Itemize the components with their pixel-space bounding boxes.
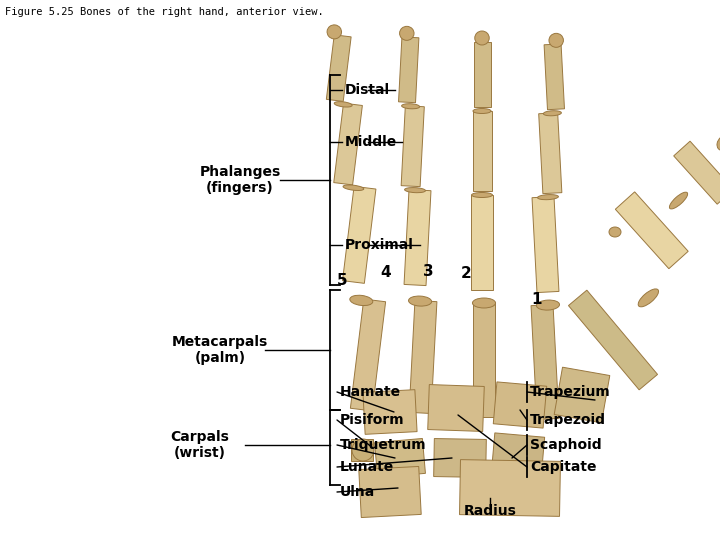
- Ellipse shape: [405, 187, 426, 193]
- Polygon shape: [544, 44, 564, 110]
- Text: Ulna: Ulna: [340, 485, 375, 499]
- Polygon shape: [359, 467, 421, 517]
- Text: Capitate: Capitate: [530, 460, 596, 474]
- Ellipse shape: [538, 194, 559, 200]
- Polygon shape: [459, 460, 560, 516]
- Ellipse shape: [536, 300, 559, 310]
- Polygon shape: [474, 42, 490, 107]
- Polygon shape: [531, 305, 559, 420]
- Text: Radius: Radius: [464, 504, 516, 518]
- Ellipse shape: [352, 439, 374, 461]
- Polygon shape: [351, 439, 373, 461]
- Text: Lunate: Lunate: [340, 460, 395, 474]
- Text: Distal: Distal: [345, 83, 390, 97]
- Polygon shape: [539, 113, 562, 194]
- Polygon shape: [363, 390, 417, 434]
- Polygon shape: [616, 192, 688, 269]
- Text: Figure 5.25 Bones of the right hand, anterior view.: Figure 5.25 Bones of the right hand, ant…: [5, 7, 324, 17]
- Polygon shape: [374, 438, 426, 477]
- Text: Scaphoid: Scaphoid: [530, 438, 602, 452]
- Ellipse shape: [549, 33, 564, 48]
- Ellipse shape: [400, 26, 414, 40]
- Ellipse shape: [717, 134, 720, 151]
- Ellipse shape: [334, 102, 352, 107]
- Text: Metacarpals
(palm): Metacarpals (palm): [172, 335, 268, 365]
- Polygon shape: [428, 384, 485, 431]
- Polygon shape: [532, 197, 559, 293]
- Polygon shape: [473, 303, 495, 417]
- Polygon shape: [472, 111, 492, 191]
- Text: Pisiform: Pisiform: [340, 413, 405, 427]
- Ellipse shape: [473, 109, 491, 113]
- Text: Triquetrum: Triquetrum: [340, 438, 427, 452]
- Polygon shape: [554, 367, 610, 423]
- Polygon shape: [491, 433, 544, 477]
- Text: 5: 5: [337, 273, 347, 288]
- Polygon shape: [493, 382, 546, 428]
- Ellipse shape: [638, 289, 659, 307]
- Text: Proximal: Proximal: [345, 238, 414, 252]
- Text: Carpals
(wrist): Carpals (wrist): [171, 430, 230, 460]
- Polygon shape: [343, 186, 376, 284]
- Ellipse shape: [472, 298, 495, 308]
- Polygon shape: [471, 195, 493, 290]
- Ellipse shape: [402, 104, 420, 109]
- Polygon shape: [404, 190, 431, 286]
- Ellipse shape: [544, 111, 562, 116]
- Text: 3: 3: [423, 264, 433, 279]
- Polygon shape: [334, 103, 362, 185]
- Text: Trapezium: Trapezium: [530, 385, 611, 399]
- Text: Phalanges
(fingers): Phalanges (fingers): [199, 165, 281, 195]
- Polygon shape: [569, 290, 657, 390]
- Polygon shape: [409, 300, 437, 414]
- Text: Trapezoid: Trapezoid: [530, 413, 606, 427]
- Text: 1: 1: [531, 292, 541, 307]
- Ellipse shape: [472, 192, 492, 198]
- Text: Hamate: Hamate: [340, 385, 401, 399]
- Ellipse shape: [350, 295, 373, 306]
- Ellipse shape: [408, 296, 431, 306]
- Ellipse shape: [343, 185, 364, 191]
- Polygon shape: [326, 35, 351, 102]
- Polygon shape: [351, 299, 386, 411]
- Polygon shape: [399, 37, 419, 103]
- Ellipse shape: [474, 31, 489, 45]
- Polygon shape: [674, 141, 720, 204]
- Ellipse shape: [327, 25, 341, 39]
- Ellipse shape: [609, 227, 621, 237]
- Polygon shape: [401, 106, 424, 187]
- Text: 2: 2: [462, 266, 472, 281]
- Text: 4: 4: [380, 265, 390, 280]
- Polygon shape: [433, 438, 486, 477]
- Text: Middle: Middle: [345, 135, 397, 149]
- Ellipse shape: [670, 192, 688, 209]
